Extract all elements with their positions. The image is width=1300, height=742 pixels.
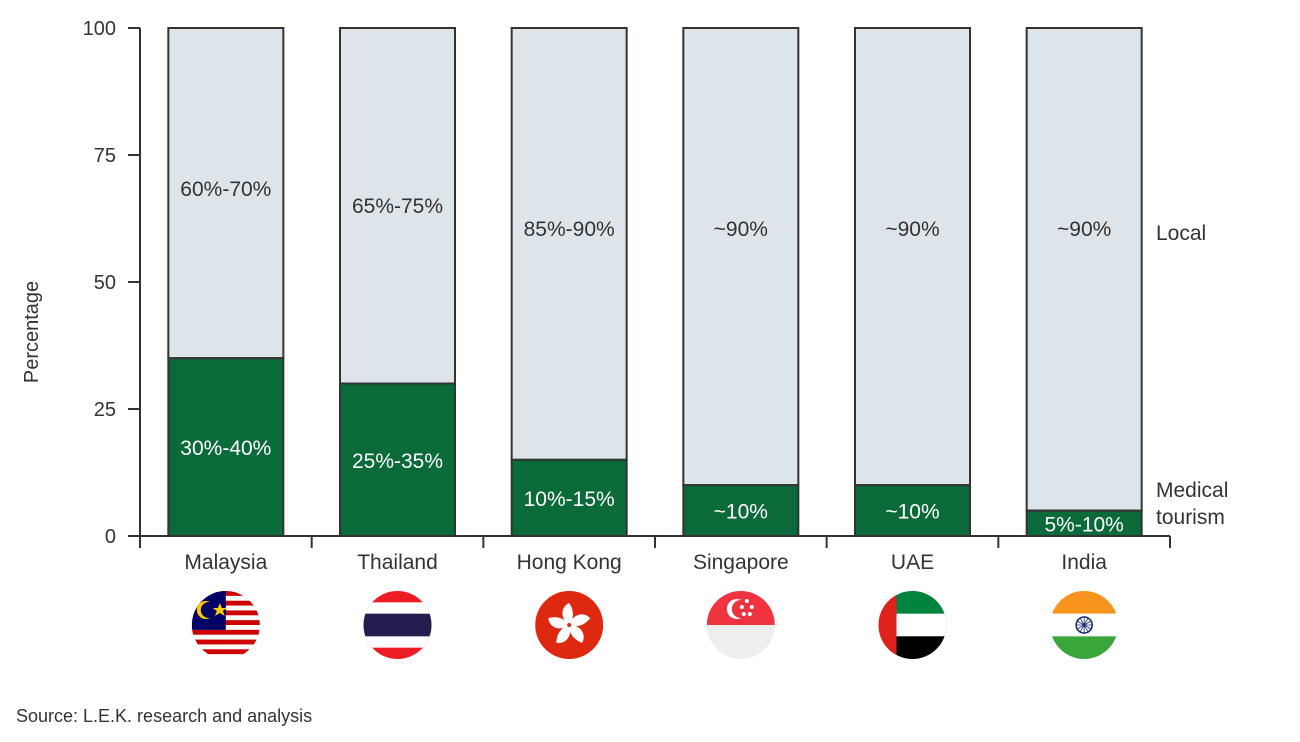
flag-fill	[878, 591, 947, 659]
bar-medical-tourism	[339, 382, 456, 537]
data-label-medical-tourism: 30%-40%	[180, 437, 271, 460]
y-tick-label: 100	[83, 18, 116, 40]
flag-hoist	[878, 591, 897, 659]
data-label-local: ~90%	[1057, 218, 1111, 241]
data-label-medical-tourism: 5%-10%	[1044, 513, 1123, 536]
flag-spoke	[1083, 624, 1089, 633]
flag-petal	[562, 603, 573, 625]
bar-local	[167, 27, 285, 360]
flag-petal	[556, 625, 571, 644]
y-axis-label: Percentage	[21, 281, 43, 383]
legend-local: Local	[1156, 222, 1206, 245]
data-label-medical-tourism: 10%-15%	[524, 488, 615, 511]
malaysia-flag-icon	[191, 591, 260, 659]
x-category-label: Hong Kong	[517, 551, 622, 574]
flag-petal	[548, 617, 570, 629]
flag-stripe	[191, 649, 260, 655]
flag-star	[739, 605, 744, 609]
flag-spoke	[1079, 624, 1085, 633]
flag-petal	[569, 624, 584, 643]
flag-stripe	[1050, 636, 1119, 659]
flag-star	[747, 612, 752, 616]
flag-stripe	[191, 644, 260, 650]
y-tick-label: 50	[94, 272, 116, 294]
bar-medical-tourism	[682, 484, 800, 538]
flag-fill	[191, 591, 260, 659]
legend-medical-tourism-line1: Medical	[1156, 479, 1228, 502]
x-category-label: Singapore	[693, 551, 789, 574]
singapore-flag-icon	[706, 591, 775, 659]
bar-local	[854, 27, 971, 487]
flag-star	[744, 599, 749, 603]
flag-fill	[1050, 591, 1119, 659]
legend-medical-tourism-line2: tourism	[1156, 506, 1225, 529]
flag-fill	[706, 591, 775, 659]
data-label-local: ~90%	[885, 218, 939, 241]
flag-spoke	[1083, 620, 1092, 626]
flag-stripe	[1050, 591, 1119, 614]
data-label-local: 65%-75%	[352, 195, 443, 218]
x-category-label: Thailand	[357, 551, 438, 574]
data-label-local: 60%-70%	[180, 178, 271, 201]
bar-local	[682, 27, 800, 487]
flag-spoke	[1077, 624, 1085, 630]
flag-petal	[569, 614, 591, 627]
flag-spoke	[1079, 617, 1085, 626]
flag-fill	[363, 591, 432, 659]
x-category-label: India	[1061, 551, 1107, 574]
flag-star	[212, 603, 227, 616]
y-tick-label: 75	[94, 145, 116, 167]
bar-local	[1025, 27, 1143, 512]
flag-spoke	[1077, 620, 1085, 626]
hong-kong-flag-icon	[535, 591, 604, 659]
data-label-local: 85%-90%	[524, 218, 615, 241]
flag-stripe	[191, 639, 260, 645]
flag-stripe	[191, 629, 260, 636]
x-category-label: UAE	[891, 551, 934, 574]
data-label-medical-tourism: ~10%	[885, 501, 939, 524]
flag-fill	[535, 591, 604, 659]
data-label-local: ~90%	[714, 218, 768, 241]
flag-spoke	[1083, 624, 1092, 630]
flag-center	[567, 623, 572, 627]
source-note: Source: L.E.K. research and analysis	[16, 706, 313, 726]
bar-medical-tourism	[1025, 509, 1143, 538]
y-tick-label: 0	[105, 526, 116, 548]
bar-medical-tourism	[167, 357, 285, 538]
india-flag-icon	[1050, 591, 1119, 659]
flag-stripe	[191, 634, 260, 641]
flag-spoke	[1083, 617, 1089, 626]
data-label-medical-tourism: ~10%	[714, 501, 768, 524]
thailand-flag-icon	[363, 591, 432, 659]
flag-crescent-cut	[200, 602, 217, 618]
flag-star	[749, 605, 754, 609]
y-tick-label: 25	[94, 399, 116, 421]
flag-star	[741, 612, 746, 616]
uae-flag-icon	[878, 591, 947, 659]
bar-local	[510, 27, 628, 461]
bar-local	[339, 27, 456, 385]
flag-stripe	[363, 613, 432, 637]
data-label-medical-tourism: 25%-35%	[352, 450, 443, 473]
stacked-bar-chart: 60%-70% 30%-40% 65%-75% 25%-35% 85%-90% 10%-1…	[21, 18, 1228, 659]
flag-stripe	[191, 654, 260, 659]
x-category-label: Malaysia	[184, 551, 267, 574]
